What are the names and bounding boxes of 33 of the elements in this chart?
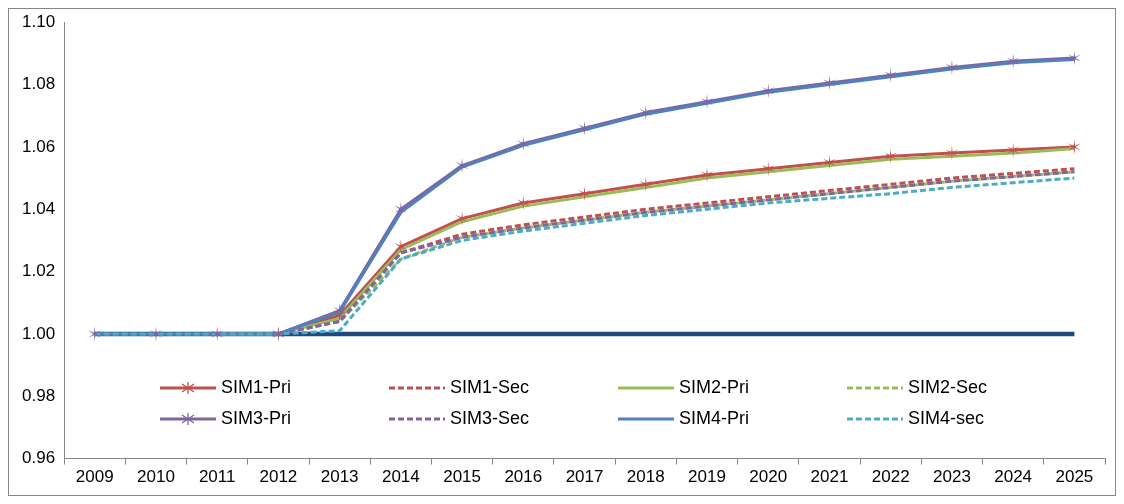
- x-tick-label: 2009: [75, 467, 114, 487]
- legend-label: SIM1-Pri: [221, 377, 292, 398]
- x-tick-label: 2014: [381, 467, 420, 487]
- x-tick-label: 2019: [688, 467, 726, 487]
- legend-label: SIM3-Sec: [450, 408, 530, 429]
- legend-label: SIM2-Sec: [908, 377, 988, 398]
- legend-label: SIM3-Pri: [221, 408, 292, 429]
- x-tick-label: 2013: [320, 467, 359, 487]
- x-tick-label: 2016: [504, 467, 543, 487]
- x-tick-label: 2018: [626, 467, 665, 487]
- legend-label: SIM4-Pri: [679, 408, 750, 429]
- y-tick-label: 1.02: [21, 261, 56, 281]
- x-tick-label: 2023: [933, 467, 971, 487]
- y-tick-label: 0.96: [21, 448, 56, 468]
- x-tick-label: 2025: [1055, 467, 1094, 487]
- y-tick-label: 1.00: [21, 323, 56, 343]
- x-tick-label: 2011: [198, 467, 236, 487]
- x-tick-label: 2010: [137, 467, 175, 487]
- legend-label: SIM1-Sec: [450, 377, 530, 398]
- legend-label: SIM4-sec: [908, 408, 985, 429]
- x-tick-label: 2015: [443, 467, 481, 487]
- y-tick-label: 1.06: [21, 136, 56, 156]
- x-tick-label: 2020: [749, 467, 788, 487]
- x-tick-label: 2022: [871, 467, 910, 487]
- legend-label: SIM2-Pri: [679, 377, 750, 398]
- y-tick-label: 1.04: [21, 198, 56, 218]
- y-tick-label: 1.10: [21, 11, 56, 31]
- y-tick-label: 0.98: [21, 385, 56, 405]
- x-tick-label: 2024: [994, 467, 1033, 487]
- x-tick-label: 2012: [259, 467, 298, 487]
- y-tick-label: 1.08: [21, 74, 56, 94]
- x-tick-label: 2021: [810, 467, 849, 487]
- x-tick-label: 2017: [565, 467, 604, 487]
